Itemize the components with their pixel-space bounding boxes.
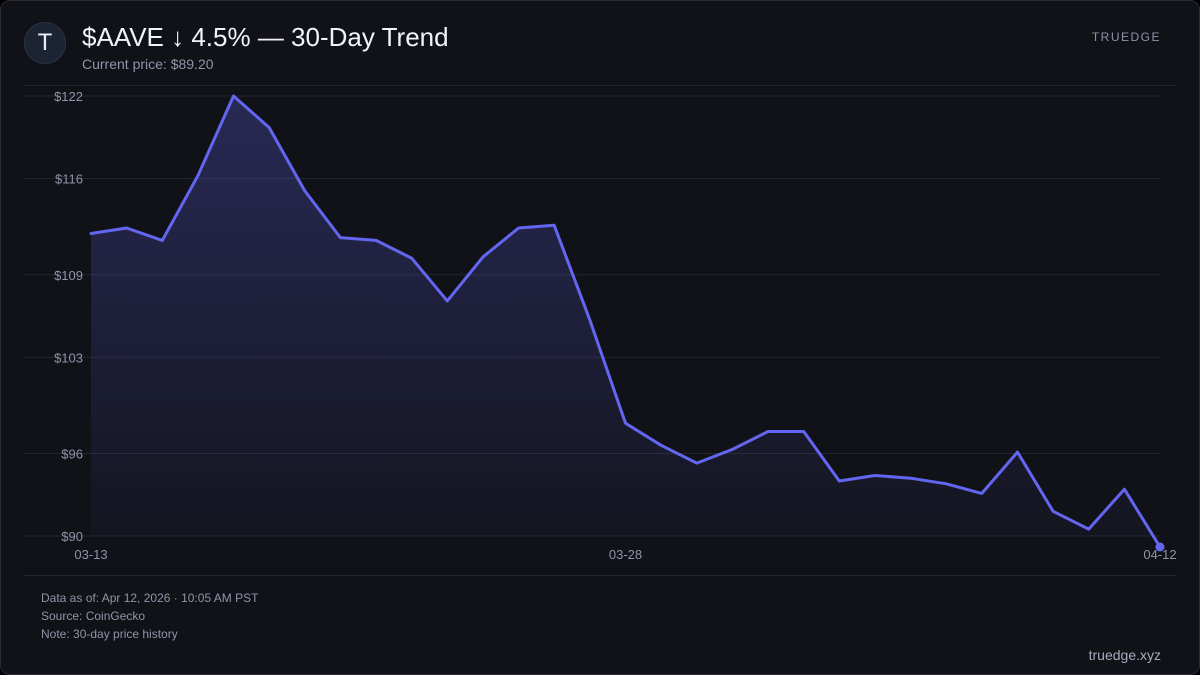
y-tick-label: $116 [55, 172, 83, 187]
x-tick-label: 03-28 [609, 547, 642, 562]
y-tick-label: $109 [54, 268, 83, 283]
data-timestamp: Data as of: Apr 12, 2026 · 10:05 AM PST [41, 591, 259, 605]
brand-logo: T [24, 22, 66, 64]
logo-letter: T [37, 29, 53, 56]
y-tick-label: $103 [54, 350, 83, 365]
header-divider [23, 85, 1177, 86]
site-link[interactable]: truedge.xyz [1088, 647, 1161, 663]
footer-info: Data as of: Apr 12, 2026 · 10:05 AM PST … [41, 589, 258, 643]
price-area [91, 96, 1160, 547]
last-price-point [1155, 542, 1165, 552]
x-tick-label: 04-12 [1143, 547, 1176, 562]
data-source: Source: CoinGecko [41, 609, 146, 623]
chart-title: $AAVE ↓ 4.5% — 30-Day Trend [82, 22, 449, 52]
brand-name: TRUEDGE [1091, 30, 1161, 44]
x-tick-label: 03-13 [74, 547, 107, 562]
price-line [89, 94, 1162, 549]
y-tick-label: $90 [61, 529, 83, 544]
y-tick-label: $96 [61, 447, 83, 462]
y-tick-label: $122 [54, 89, 83, 104]
footer-divider [23, 575, 1177, 576]
data-note: Note: 30-day price history [41, 627, 178, 641]
current-price: Current price: $89.20 [82, 56, 214, 72]
